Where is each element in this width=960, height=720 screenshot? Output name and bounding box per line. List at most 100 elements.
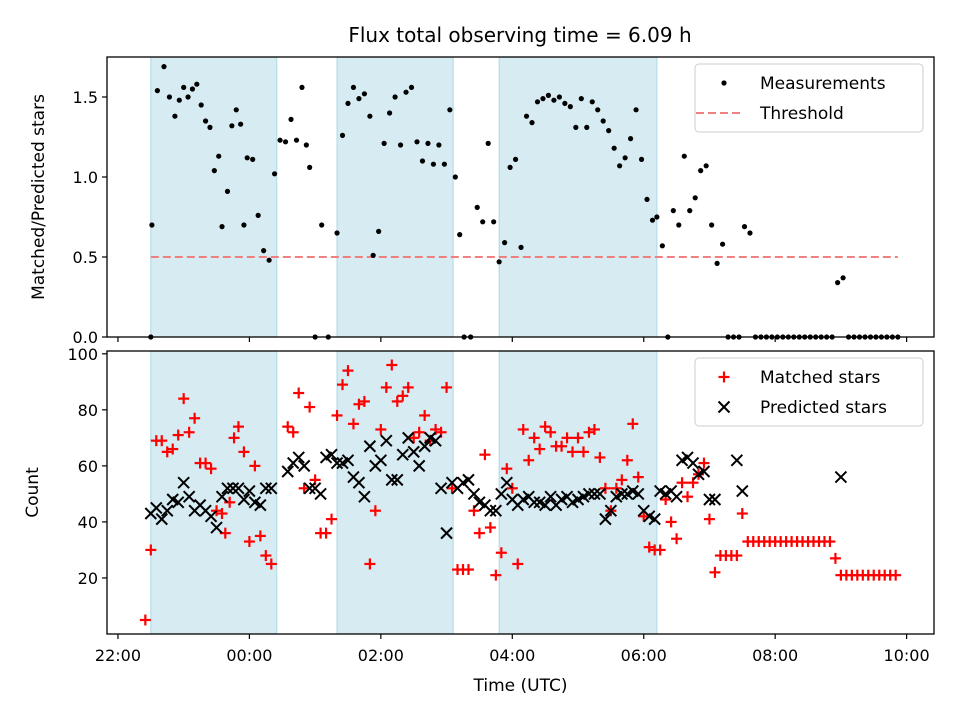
matched-star-point (561, 432, 573, 444)
x-tick-label: 08:00 (752, 646, 798, 665)
predicted-star-point (243, 484, 256, 498)
measurement-point (502, 240, 508, 246)
observing-window-band (150, 56, 278, 338)
measurement-point (367, 113, 373, 119)
measurement-point (606, 128, 612, 134)
matched-star-point (243, 536, 255, 548)
matched-star-point (616, 474, 628, 486)
measurement-point (540, 96, 546, 102)
measurement-point (392, 94, 398, 100)
matched-star-point (506, 482, 518, 494)
count-axes-frame (106, 350, 935, 635)
matched-star-point (397, 390, 409, 402)
measurement-point (523, 113, 530, 119)
measurement-point (255, 212, 261, 218)
legend-label: Predicted stars (760, 398, 887, 418)
matched-star-point (512, 558, 524, 570)
measurement-point (307, 164, 313, 170)
x-tick-label: 04:00 (489, 646, 535, 665)
predicted-star-point (330, 456, 344, 470)
measurement-point (556, 94, 562, 100)
matched-star-point (627, 418, 639, 430)
predicted-star-point (440, 526, 453, 540)
predicted-star-point (730, 454, 744, 467)
matched-star-point (479, 449, 491, 461)
predicted-star-point (588, 487, 601, 501)
predicted-star-point (215, 490, 229, 503)
measurement-point (545, 92, 552, 98)
predicted-star-point (407, 445, 420, 459)
measurement-point (194, 81, 200, 87)
matched-star-point (298, 482, 310, 494)
measurement-point (676, 222, 682, 228)
measurement-point (840, 275, 846, 281)
predicted-star-point (380, 434, 393, 447)
predicted-star-point (254, 498, 267, 512)
matched-star-point (610, 482, 622, 494)
measurement-point (447, 107, 453, 113)
matched-star-point (358, 395, 370, 407)
count-y-axis-label: Count (23, 467, 43, 518)
matched-star-point (304, 401, 316, 413)
predicted-star-point (396, 448, 409, 461)
predicted-star-point (292, 451, 305, 464)
matched-star-point (156, 435, 168, 447)
predicted-star-point (670, 490, 683, 503)
predicted-star-point (352, 476, 366, 489)
predicted-stars-series (144, 431, 848, 540)
matched-star-point (282, 421, 294, 433)
measurement-point (172, 113, 178, 119)
measurement-point (430, 161, 437, 167)
measurement-point (161, 64, 167, 70)
y-tick-label: 1.5 (73, 88, 98, 107)
measurement-point (181, 84, 187, 90)
predicted-star-point (155, 512, 168, 526)
predicted-star-point (538, 498, 552, 512)
measurement-point (419, 158, 426, 164)
measurement-point (622, 155, 628, 161)
x-tick-label: 00:00 (226, 646, 272, 665)
measurement-point (457, 232, 463, 238)
ratio-x-ticks (117, 337, 908, 342)
predicted-star-point (297, 459, 311, 473)
matched-star-point (671, 533, 683, 545)
legend-box (694, 357, 924, 427)
matched-star-point (539, 421, 551, 433)
measurement-point (611, 145, 617, 151)
matched-star-point (265, 558, 277, 570)
predicted-star-point (259, 482, 273, 495)
predicted-star-point (210, 521, 223, 534)
y-tick-label: 60 (78, 457, 98, 476)
measurement-point (595, 107, 601, 113)
predicted-star-point (648, 512, 661, 526)
matched-star-point (380, 381, 392, 393)
measurement-point (244, 155, 250, 161)
matched-star-point (375, 423, 387, 435)
legend-marker (718, 371, 730, 383)
predicted-star-point (834, 470, 848, 484)
measurement-point (361, 91, 368, 97)
matched-star-point (232, 421, 244, 433)
measurement-point (233, 107, 239, 113)
legend-label: Matched stars (760, 368, 880, 388)
count-y-ticks: 20 40 60 80 100 (67, 345, 107, 588)
measurement-point (687, 208, 693, 214)
y-tick-label: 20 (78, 569, 98, 588)
predicted-star-point (281, 465, 294, 478)
measurement-point (238, 121, 244, 127)
predicted-star-point (385, 473, 399, 487)
matched-star-point (337, 379, 349, 391)
measurement-point (719, 241, 726, 247)
ratio-axes-frame (106, 56, 935, 338)
measurement-point (670, 208, 676, 214)
matched-star-point (484, 522, 496, 534)
measurement-point (633, 107, 639, 113)
count-x-ticks: 22:00 00:00 02:00 04:00 06:00 08:00 10:00 (95, 634, 930, 665)
predicted-star-point (391, 473, 404, 487)
measurement-point (381, 140, 387, 146)
measurement-point (518, 244, 524, 250)
matched-star-point (260, 550, 272, 562)
measurement-point (282, 139, 289, 145)
y-tick-label: 80 (78, 401, 98, 420)
measurement-point (299, 84, 305, 90)
